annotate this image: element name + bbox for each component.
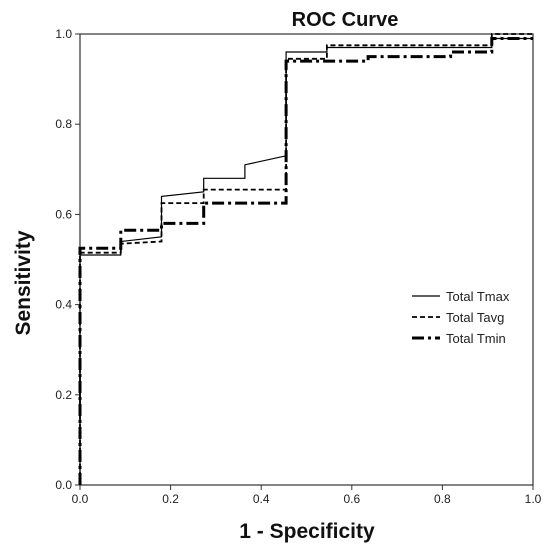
x-tick-label: 0.8 — [434, 492, 451, 506]
y-tick-label: 0.2 — [55, 388, 72, 402]
series-line-total-tmax — [79, 37, 533, 485]
x-tick-label: 0.2 — [162, 492, 179, 506]
y-tick-label: 0.6 — [55, 207, 72, 221]
y-tick-label: 0.0 — [55, 478, 72, 492]
x-tick-label: 1.0 — [525, 492, 542, 506]
y-tick-label: 0.8 — [55, 117, 72, 131]
y-tick-label: 1.0 — [55, 27, 72, 41]
x-tick-label: 0.4 — [253, 492, 270, 506]
series-line-total-tavg — [79, 33, 533, 485]
series-line-total-tmin — [78, 37, 533, 485]
plot-area: 0.0 0.2 0.4 0.6 0.8 1.0 0.0 0.2 0.4 0.6 0.8 1.0 — [55, 27, 541, 506]
legend-label: Total Tavg — [446, 310, 504, 325]
legend-label: Total Tmax — [446, 289, 510, 304]
y-axis-title: Sensitivity — [12, 230, 35, 335]
y-tick-label: 0.4 — [55, 298, 72, 312]
chart-title: ROC Curve — [292, 9, 399, 31]
legend-label: Total Tmin — [446, 331, 506, 346]
x-axis-title: 1 - Specificity — [239, 520, 375, 543]
x-tick-label: 0.0 — [72, 492, 89, 506]
plot-frame — [79, 33, 534, 486]
x-tick-label: 0.6 — [343, 492, 360, 506]
legend: Total Tmax Total Tavg Total Tmin — [412, 289, 510, 346]
